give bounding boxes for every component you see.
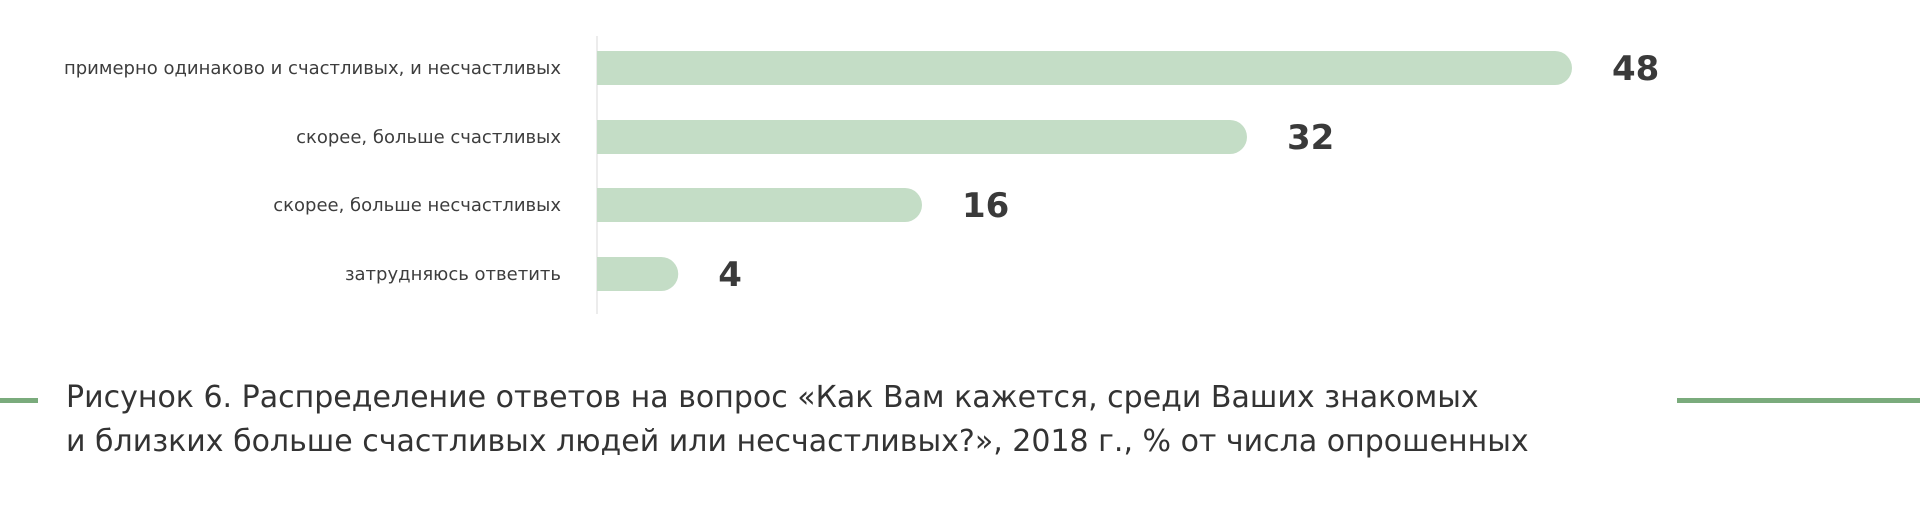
bar-2-base (597, 188, 614, 222)
decorative-line-left (0, 398, 38, 403)
decorative-line-right (1677, 398, 1920, 403)
category-label-2: скорее, больше несчастливых (273, 195, 561, 216)
bar-1-base (597, 120, 614, 154)
bar-0-base (597, 51, 614, 85)
bars-group (597, 51, 1572, 291)
value-label-3: 4 (718, 255, 742, 295)
bar-3-base (597, 257, 614, 291)
figure-caption: Рисунок 6. Распределение ответов на вопр… (66, 376, 1626, 464)
bar-0 (597, 51, 1572, 85)
bar-3 (597, 257, 679, 291)
value-labels-group: 48 32 16 4 (718, 49, 1659, 295)
category-label-0: примерно одинаково и счастливых, и несча… (64, 58, 561, 79)
caption-line-1: Рисунок 6. Распределение ответов на вопр… (66, 380, 1479, 415)
value-label-0: 48 (1612, 49, 1659, 89)
value-label-2: 16 (962, 186, 1009, 226)
category-label-3: затрудняюсь ответить (345, 264, 561, 285)
bar-1 (597, 120, 1247, 154)
bar-chart: примерно одинаково и счастливых, и несча… (64, 36, 1659, 314)
bar-2 (597, 188, 922, 222)
category-label-1: скорее, больше счастливых (296, 127, 561, 148)
value-label-1: 32 (1287, 118, 1334, 158)
category-labels-group: примерно одинаково и счастливых, и несча… (64, 58, 561, 285)
caption-line-2: и близких больше счастливых людей или не… (66, 424, 1529, 459)
